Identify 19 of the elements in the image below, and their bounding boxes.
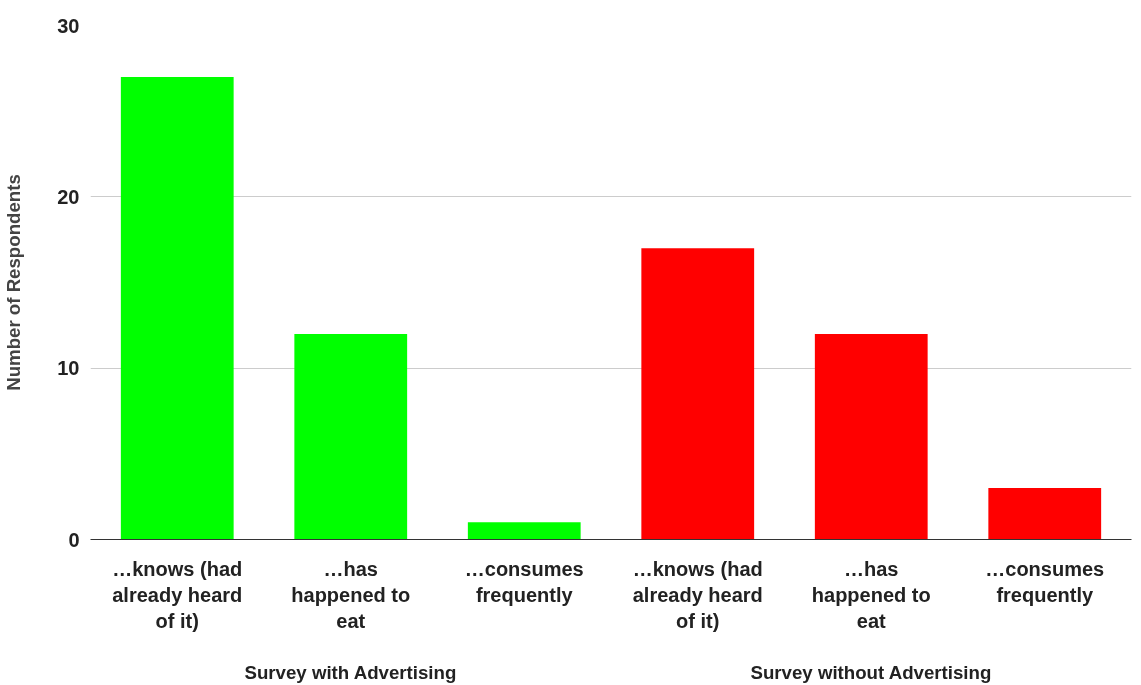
bar <box>814 333 928 540</box>
y-tick-label: 20 <box>57 185 80 208</box>
text: Survey with Advertising <box>244 661 457 683</box>
y-tick-label: 30 <box>57 14 80 37</box>
x-tick-label: …consumes frequently <box>464 557 584 606</box>
bar <box>641 248 755 540</box>
x-tick-label: …has happened to eat <box>811 557 931 633</box>
text: Survey without Advertising <box>750 661 992 683</box>
x-tick-label: …knows (had already heard of it) <box>112 557 243 633</box>
bar <box>120 76 234 540</box>
bar <box>294 333 408 540</box>
y-tick-label: 0 <box>68 528 80 551</box>
x-tick-label: …has happened to eat <box>291 557 411 633</box>
x-tick-label: …consumes frequently <box>985 557 1105 606</box>
bar <box>467 522 581 540</box>
x-tick-label: …knows (had already heard of it) <box>632 557 763 633</box>
bar <box>988 488 1102 540</box>
y-tick-label: 10 <box>57 357 80 380</box>
y-axis-title: Number of Respondents <box>3 174 25 391</box>
